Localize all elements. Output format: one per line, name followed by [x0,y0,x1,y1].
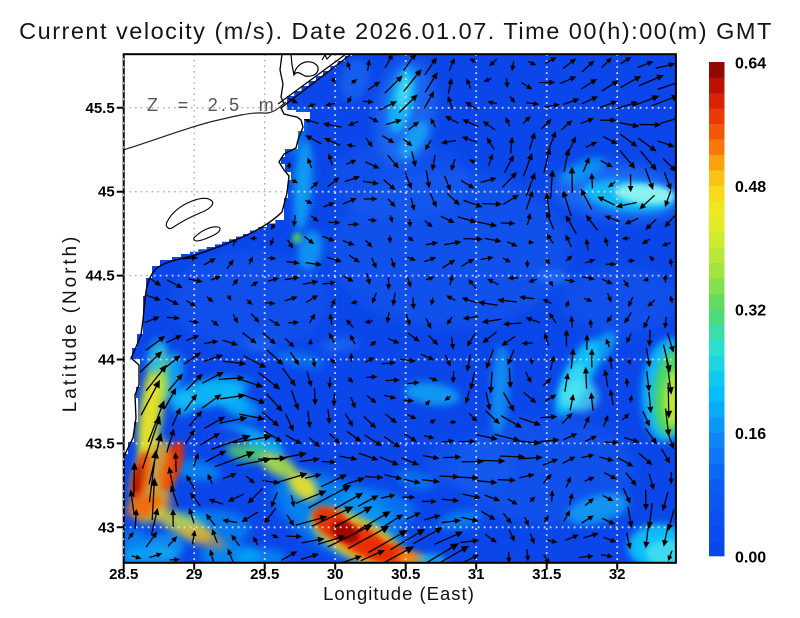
svg-text:Latitude (North): Latitude (North) [60,234,81,412]
svg-text:44: 44 [98,352,115,369]
svg-text:31: 31 [468,566,485,583]
svg-text:Current velocity (m/s). Date 2: Current velocity (m/s). Date 2026.01.07.… [19,18,773,44]
svg-text:0.32: 0.32 [735,303,766,320]
svg-text:Longitude (East): Longitude (East) [323,583,475,604]
svg-text:0.64: 0.64 [735,56,766,73]
svg-text:45: 45 [98,184,115,201]
svg-text:0.48: 0.48 [735,179,766,196]
svg-text:31.5: 31.5 [532,566,561,583]
svg-text:45.5: 45.5 [85,100,114,117]
svg-text:43: 43 [98,519,115,536]
svg-text:29.5: 29.5 [250,566,279,583]
svg-text:28.5: 28.5 [109,566,138,583]
svg-text:43.5: 43.5 [85,435,114,452]
svg-text:29: 29 [186,566,203,583]
svg-text:0.16: 0.16 [735,426,766,443]
svg-text:30: 30 [327,566,344,583]
svg-text:Z = 2.5 m: Z = 2.5 m [147,95,277,115]
svg-text:32: 32 [609,566,626,583]
svg-text:0.00: 0.00 [735,550,766,567]
svg-text:44.5: 44.5 [85,268,114,285]
svg-text:30.5: 30.5 [391,566,420,583]
